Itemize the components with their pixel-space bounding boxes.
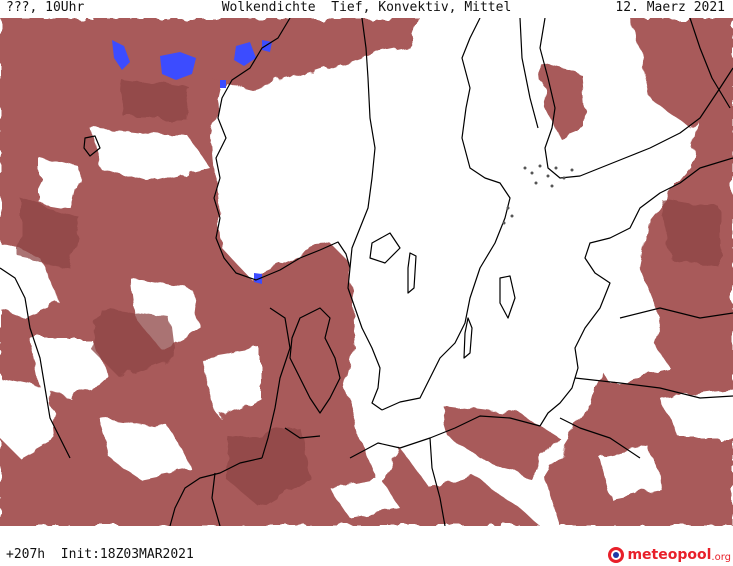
precip-spot	[234, 42, 256, 66]
dense-cloud-patch	[90, 308, 175, 378]
coastline-denmark	[289, 307, 341, 414]
clear-gap-germany	[330, 478, 400, 518]
forecast-date: 12. Maerz 2021	[615, 0, 725, 15]
clear-gap-east-1	[590, 338, 670, 383]
coastline-oland	[463, 317, 473, 359]
coastline-baltic-east	[539, 157, 733, 427]
meteopool-logo[interactable]: meteopool .org	[607, 544, 731, 566]
cloud-region-northeast	[630, 18, 733, 128]
cloud-density-map	[0, 18, 733, 526]
dense-cloud-patches	[20, 78, 720, 508]
clear-gap-central	[90, 128, 210, 183]
coastline-vanern	[369, 232, 401, 264]
clear-gap-lower	[100, 418, 190, 478]
dense-cloud-patch	[120, 78, 190, 118]
coastlines	[0, 18, 733, 526]
clear-gap-uk-north	[40, 158, 80, 208]
precipitation-spots	[112, 40, 272, 284]
border-germany-poland	[429, 437, 446, 526]
border-baltic-states	[619, 307, 733, 319]
clear-gap-north-sea	[0, 243, 60, 318]
clear-gap-east-2	[660, 388, 733, 438]
precip-spot	[112, 40, 130, 70]
coastline-germany-nl	[169, 457, 263, 526]
coastline-uk-east	[0, 267, 71, 459]
cloud-region-south-baltic	[440, 403, 560, 478]
coastline-jutland	[261, 307, 291, 459]
border-lithuania	[574, 377, 733, 399]
clear-gap-uk	[0, 378, 55, 458]
coastline-finland	[539, 18, 733, 179]
border-sweden-finland	[519, 18, 539, 129]
clear-gap-south	[200, 348, 260, 418]
coastline-gotland	[499, 275, 516, 319]
logo-tld: .org	[711, 552, 731, 563]
forecast-day-label: ???, 10Uhr	[6, 0, 85, 15]
meteopool-logo-icon	[608, 547, 625, 563]
coastline-sweden-east	[381, 18, 511, 411]
dense-cloud-patch	[660, 198, 720, 268]
coastline-norway	[213, 18, 351, 281]
precip-spot	[254, 273, 262, 284]
coastline-vattern	[407, 252, 417, 294]
map-title: Wolkendichte Tief, Konvektiv, Mittel	[221, 0, 512, 15]
border-germany-denmark	[284, 427, 321, 439]
border-poland-east	[559, 417, 641, 459]
cloud-region-finland	[540, 63, 585, 138]
logo-text: meteopool	[627, 547, 712, 563]
coastline-shetland	[83, 135, 101, 157]
dense-cloud-patch	[20, 198, 80, 268]
clear-gap-west	[30, 338, 110, 398]
archipelago-islands	[502, 164, 574, 225]
border-norway-sweden	[349, 18, 376, 269]
precip-spot	[220, 80, 226, 88]
clear-sky-gaps	[0, 128, 733, 518]
coastline-sweden-west	[347, 267, 383, 411]
border-germany-netherlands	[211, 472, 221, 526]
dense-cloud-patch	[225, 428, 310, 508]
precip-spot	[160, 52, 196, 80]
forecast-run-info: +207h Init:18Z03MAR2021	[6, 547, 194, 562]
clear-gap-east-3	[600, 448, 660, 498]
cloud-region-north	[210, 18, 420, 88]
border-finland-russia	[689, 18, 731, 109]
